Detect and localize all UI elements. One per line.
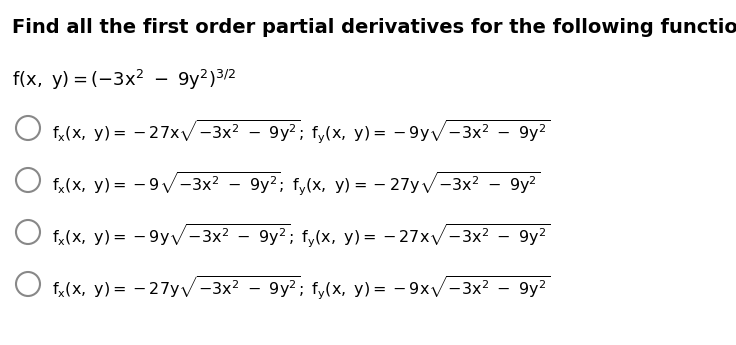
Text: $\mathsf{f_x(x,\ y) = -27y\sqrt{-3x^2\ -\ 9y^2}}$$\mathsf{;\ }$$\mathsf{f_y(x,\ : $\mathsf{f_x(x,\ y) = -27y\sqrt{-3x^2\ -… xyxy=(52,274,550,302)
Text: $\mathsf{f_x(x,\ y) = -9y\sqrt{-3x^2\ -\ 9y^2}}$$\mathsf{;\ }$$\mathsf{f_y(x,\ y: $\mathsf{f_x(x,\ y) = -9y\sqrt{-3x^2\ -\… xyxy=(52,222,550,249)
Text: $\mathsf{f_x(x,\ y) = -27x\sqrt{-3x^2\ -\ 9y^2}}$$\mathsf{;\ }$$\mathsf{f_y(x,\ : $\mathsf{f_x(x,\ y) = -27x\sqrt{-3x^2\ -… xyxy=(52,118,550,146)
Text: Find all the first order partial derivatives for the following function.: Find all the first order partial derivat… xyxy=(12,18,736,37)
Text: $\mathsf{f(x,\ y) = (-3x^2\ -\ 9y^2)^{3/2}}$: $\mathsf{f(x,\ y) = (-3x^2\ -\ 9y^2)^{3/… xyxy=(12,68,236,92)
Text: $\mathsf{f_x(x,\ y) = -9\sqrt{-3x^2\ -\ 9y^2}}$$\mathsf{;\ }$$\mathsf{f_y(x,\ y): $\mathsf{f_x(x,\ y) = -9\sqrt{-3x^2\ -\ … xyxy=(52,170,540,198)
